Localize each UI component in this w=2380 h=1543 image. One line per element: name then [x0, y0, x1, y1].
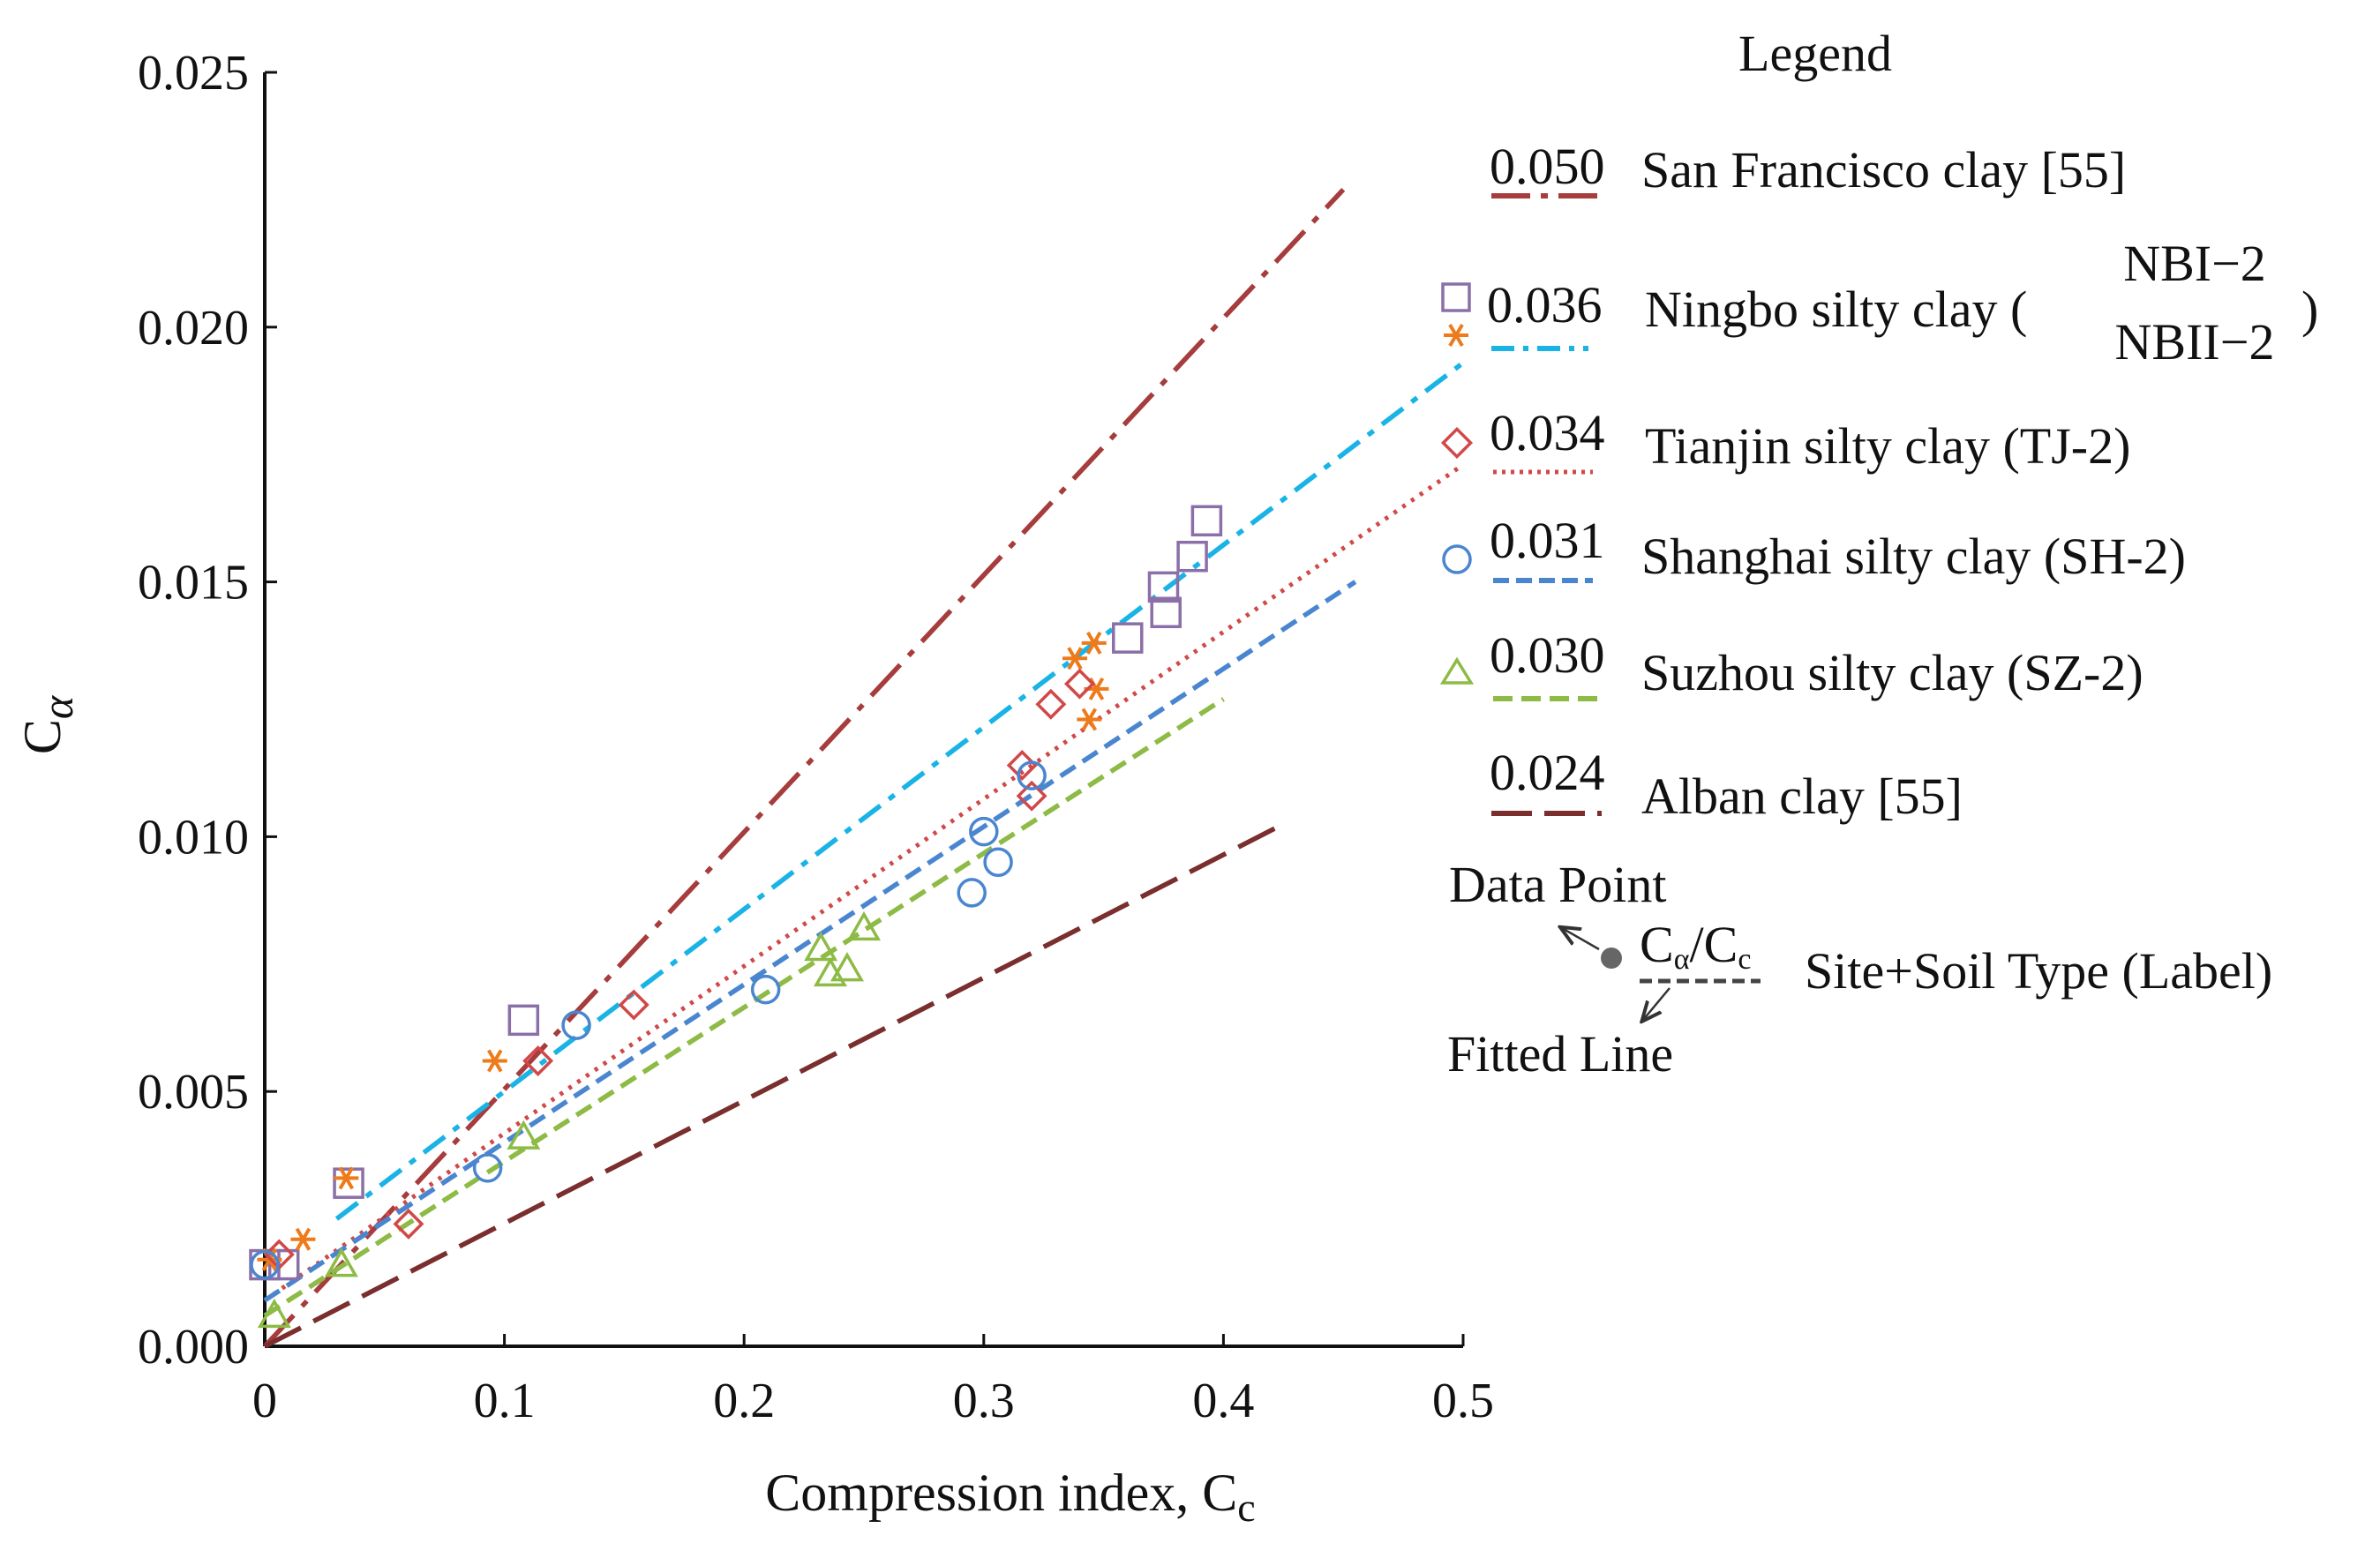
legend-ratio-ningbo: 0.036	[1487, 276, 1603, 333]
x-axis-title: Compression index, Cc	[765, 1464, 1255, 1530]
point-suzhou	[846, 910, 882, 941]
point-suzhou	[507, 1120, 541, 1150]
point-shanghai	[750, 974, 781, 1005]
y-tick-label: 0.005	[138, 1065, 249, 1120]
key-site-label: Site+Soil Type (Label)	[1805, 942, 2272, 1000]
fit-line-shanghai	[263, 580, 1357, 1303]
point-ningbo-square	[1150, 596, 1182, 629]
y-tick-label: 0.015	[138, 556, 249, 610]
fit-line-san-francisco	[262, 187, 1346, 1348]
x-tick-label: 0	[252, 1374, 277, 1428]
ticks: 0 0.1 0.2 0.3 0.4 0.5 0.000 0.005 0.010 0.015 0.02…	[138, 46, 1494, 1428]
point-ningbo-square	[267, 1248, 300, 1281]
point-shanghai	[561, 1010, 591, 1040]
legend-ratio-tianjin: 0.034	[1490, 404, 1605, 461]
point-suzhou	[804, 931, 838, 962]
legend-key: Data Point Cα/Cc Site+Soil Type (Label) …	[1447, 856, 2272, 1082]
key-arrow-to-line	[1643, 987, 1671, 1020]
fit-line-alban	[263, 824, 1280, 1349]
key-sample-point	[1601, 948, 1622, 969]
point-suzhou	[257, 1298, 291, 1329]
point-shanghai	[969, 816, 999, 847]
point-ningbo-square	[1147, 571, 1180, 603]
point-shanghai	[983, 847, 1013, 878]
legend-label-ningbo-close: )	[2301, 281, 2318, 338]
point-ningbo-star	[1077, 708, 1102, 731]
point-shanghai	[1017, 760, 1047, 790]
legend: Legend 0.050 San Francisco clay [55] 0.0…	[1439, 25, 2318, 1082]
legend-marker-tianjin	[1440, 426, 1474, 460]
y-tick-label: 0.025	[138, 46, 249, 101]
legend-label-ningbo-lower: NBII−2	[2115, 313, 2275, 371]
fit-line-ningbo	[334, 361, 1465, 1221]
fit-line-tianjin	[263, 462, 1465, 1303]
point-shanghai	[472, 1153, 503, 1183]
legend-label-shanghai: Shanghai silty clay (SH-2)	[1641, 528, 2186, 585]
key-fitted-line-label: Fitted Line	[1447, 1025, 1673, 1082]
point-ningbo-star	[334, 1166, 359, 1190]
legend-label-ningbo-upper: NBI−2	[2123, 235, 2266, 292]
key-ratio-label: Cα/Cc	[1640, 916, 1751, 976]
legend-entry-suzhou: 0.030 Suzhou silty clay (SZ-2)	[1439, 626, 2144, 701]
point-tianjin	[1016, 780, 1047, 812]
point-tianjin	[522, 1045, 554, 1077]
legend-marker-ningbo-star	[1444, 323, 1468, 348]
x-tick-label: 0.5	[1432, 1374, 1494, 1428]
legend-entry-alban: 0.024 Alban clay [55]	[1490, 744, 1963, 825]
point-tianjin	[618, 989, 649, 1021]
legend-entry-tianjin: 0.034 Tianjin silty clay (TJ-2)	[1440, 404, 2130, 475]
point-ningbo-square	[507, 1004, 540, 1037]
y-tick-label: 0.010	[138, 810, 249, 865]
point-ningbo-star	[290, 1227, 316, 1251]
legend-label-suzhou: Suzhou silty clay (SZ-2)	[1641, 644, 2144, 701]
legend-label-tianjin: Tianjin silty clay (TJ-2)	[1645, 417, 2130, 475]
legend-label-san-francisco: San Francisco clay [55]	[1641, 141, 2126, 198]
y-axis-title: Cα	[13, 694, 82, 754]
legend-marker-shanghai	[1442, 544, 1472, 574]
point-suzhou	[324, 1247, 358, 1277]
point-ningbo-star	[1062, 647, 1088, 670]
point-ningbo-square	[1112, 622, 1144, 654]
point-ningbo-star	[482, 1049, 507, 1073]
legend-ratio-suzhou: 0.030	[1490, 626, 1605, 684]
point-tianjin	[393, 1208, 424, 1240]
legend-ratio-shanghai: 0.031	[1490, 512, 1605, 569]
axes	[263, 72, 1463, 1348]
fit-line-suzhou	[263, 697, 1225, 1318]
point-tianjin	[1035, 688, 1067, 720]
legend-title: Legend	[1738, 25, 1892, 82]
y-tick-label: 0.020	[138, 301, 249, 356]
data-points	[249, 505, 1223, 1329]
legend-label-alban: Alban clay [55]	[1641, 768, 1963, 825]
key-data-point-label: Data Point	[1449, 856, 1666, 913]
legend-ratio-san-francisco: 0.050	[1490, 138, 1605, 195]
fit-lines	[262, 187, 1465, 1349]
x-tick-label: 0.1	[474, 1374, 536, 1428]
legend-ratio-alban: 0.024	[1490, 744, 1605, 801]
x-tick-label: 0.3	[953, 1374, 1015, 1428]
point-shanghai	[957, 878, 987, 908]
point-ningbo-star	[1081, 631, 1107, 655]
key-arrow-to-point	[1562, 928, 1600, 951]
legend-entry-san-francisco: 0.050 San Francisco clay [55]	[1490, 138, 2126, 198]
point-shanghai	[250, 1249, 280, 1280]
point-ningbo-square	[1190, 505, 1223, 537]
x-tick-label: 0.2	[713, 1374, 775, 1428]
point-ningbo-square	[1176, 540, 1208, 573]
point-ningbo-square	[333, 1167, 364, 1199]
y-tick-label: 0.000	[138, 1320, 249, 1374]
point-suzhou	[830, 952, 865, 982]
x-tick-label: 0.4	[1192, 1374, 1254, 1428]
legend-entry-shanghai: 0.031 Shanghai silty clay (SH-2)	[1442, 512, 2186, 585]
legend-marker-suzhou	[1439, 656, 1475, 685]
legend-label-ningbo: Ningbo silty clay (	[1645, 281, 2027, 338]
legend-marker-ningbo-square	[1441, 282, 1471, 312]
legend-entry-ningbo: 0.036 Ningbo silty clay ( NBI−2 NBII−2 )	[1441, 235, 2318, 371]
point-tianjin	[1063, 668, 1095, 700]
